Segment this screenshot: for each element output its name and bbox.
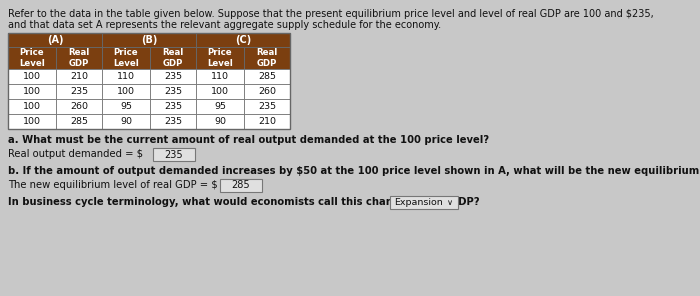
Text: Real
GDP: Real GDP [162,48,183,68]
Text: 260: 260 [258,87,276,96]
Text: 100: 100 [117,87,135,96]
Bar [8,84,56,99]
Text: 235: 235 [258,102,276,111]
Text: 210: 210 [258,117,276,126]
Bar [102,84,150,99]
Text: 210: 210 [70,72,88,81]
Text: Price
Level: Price Level [113,48,139,68]
Bar [56,47,102,69]
Text: 100: 100 [23,87,41,96]
Text: 90: 90 [120,117,132,126]
Text: 100: 100 [23,102,41,111]
Bar [196,84,244,99]
Text: a. What must be the current amount of real output demanded at the 100 price leve: a. What must be the current amount of re… [8,135,489,145]
Text: (B): (B) [141,35,158,45]
Bar [244,99,290,114]
Bar [244,114,290,129]
Text: 260: 260 [70,102,88,111]
Bar [196,47,244,69]
Bar [150,99,196,114]
Text: 285: 285 [232,181,251,191]
Bar [102,47,150,69]
Bar [150,47,196,69]
Text: 235: 235 [164,87,182,96]
Bar [150,84,196,99]
Bar [8,114,56,129]
Bar [244,69,290,84]
Text: 95: 95 [120,102,132,111]
Text: The new equilibrium level of real GDP = $: The new equilibrium level of real GDP = … [8,180,218,190]
Text: 235: 235 [70,87,88,96]
Text: 95: 95 [214,102,226,111]
Text: Real
GDP: Real GDP [256,48,278,68]
Bar [220,179,262,192]
Bar [102,33,196,47]
Bar [56,84,102,99]
Bar [56,99,102,114]
Text: 235: 235 [164,117,182,126]
Text: ∨: ∨ [447,198,453,207]
Text: and that data set A represents the relevant aggregate supply schedule for the ec: and that data set A represents the relev… [8,20,441,30]
Text: 90: 90 [214,117,226,126]
Text: 100: 100 [23,72,41,81]
Bar [8,33,290,129]
Bar [8,33,102,47]
Bar [150,114,196,129]
Bar [244,47,290,69]
Text: 235: 235 [164,149,183,160]
Text: In business cycle terminology, what would economists call this change in real GD: In business cycle terminology, what woul… [8,197,480,207]
Bar [196,69,244,84]
Bar [102,69,150,84]
Text: 100: 100 [23,117,41,126]
Bar [196,114,244,129]
Text: (A): (A) [47,35,63,45]
Text: 110: 110 [117,72,135,81]
Bar [244,84,290,99]
Text: Real output demanded = $: Real output demanded = $ [8,149,143,159]
Text: Price
Level: Price Level [207,48,233,68]
Bar [102,99,150,114]
Text: (C): (C) [235,35,251,45]
Text: b. If the amount of output demanded increases by $50 at the 100 price level show: b. If the amount of output demanded incr… [8,166,700,176]
Text: 285: 285 [70,117,88,126]
Bar [8,47,56,69]
Bar [390,196,458,209]
Text: 285: 285 [258,72,276,81]
Bar [153,148,195,161]
Bar [196,99,244,114]
Text: 235: 235 [164,102,182,111]
Text: 235: 235 [164,72,182,81]
Bar [56,114,102,129]
Text: Real
GDP: Real GDP [69,48,90,68]
Bar [150,69,196,84]
Text: Refer to the data in the table given below. Suppose that the present equilibrium: Refer to the data in the table given bel… [8,9,654,19]
Text: 110: 110 [211,72,229,81]
Bar [102,114,150,129]
Text: Expansion: Expansion [394,198,442,207]
Bar [8,99,56,114]
Text: 100: 100 [211,87,229,96]
Bar [8,69,56,84]
Text: Price
Level: Price Level [19,48,45,68]
Bar [196,33,290,47]
Bar [56,69,102,84]
